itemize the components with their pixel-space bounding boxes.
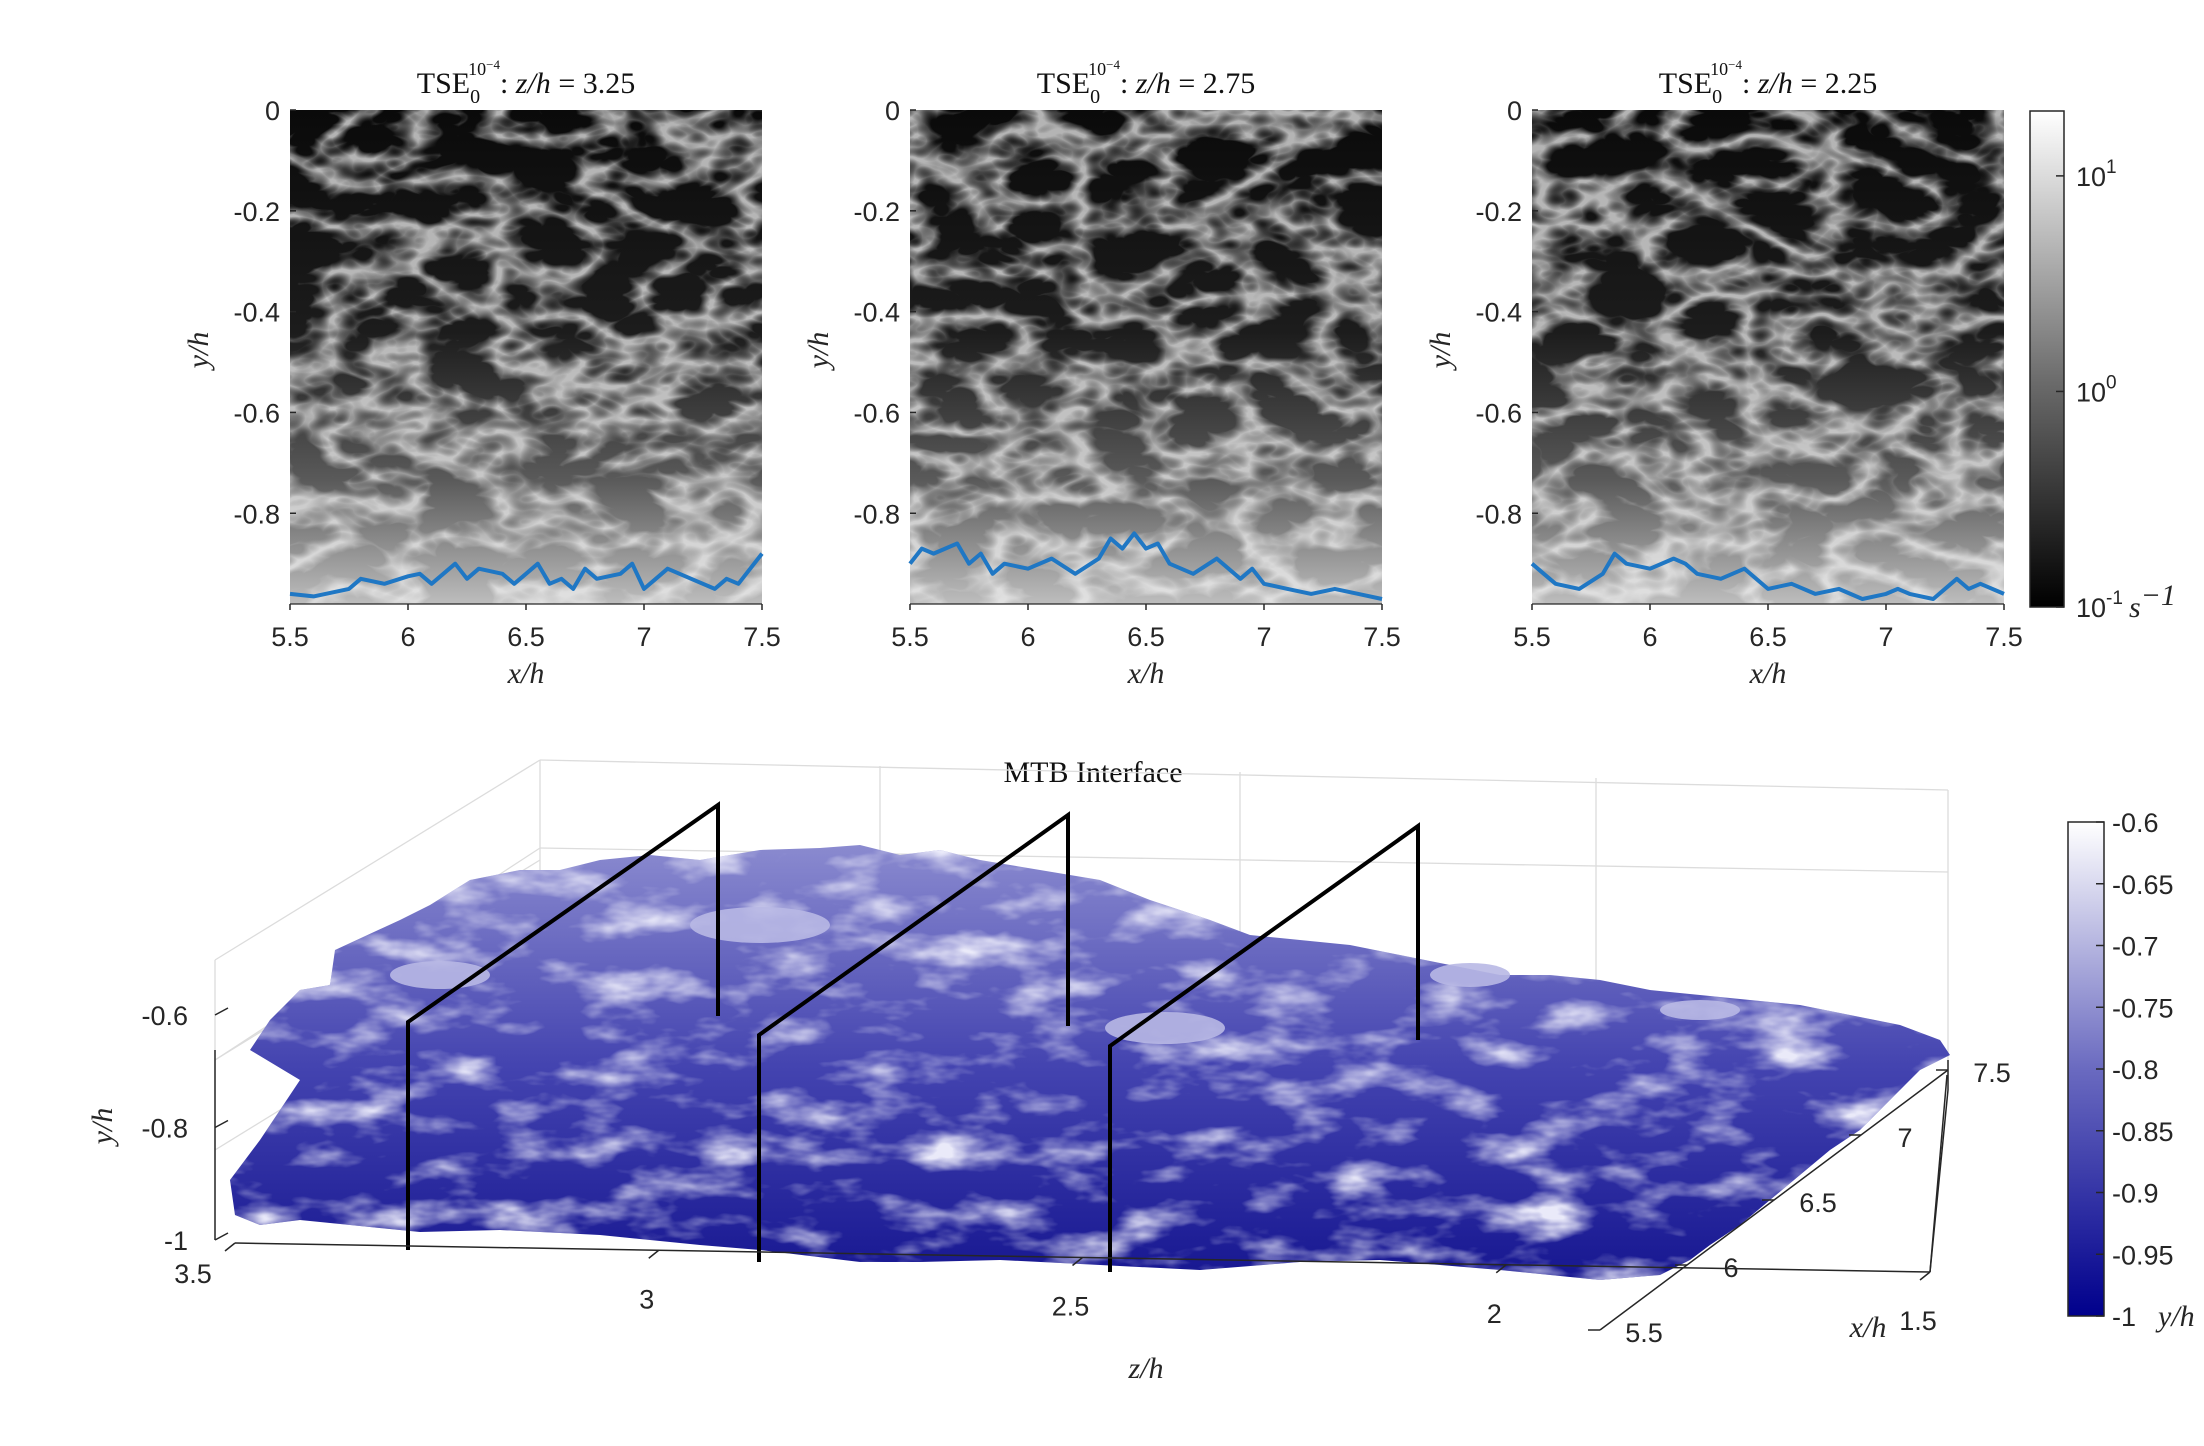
- y-tick-label: -0.8: [1475, 499, 1522, 529]
- y-axis-label: y/h: [802, 332, 835, 372]
- xh-tick-label: 6: [1723, 1253, 1738, 1283]
- colorbar-blue-tick-label: -0.95: [2112, 1240, 2174, 1270]
- zh-tick-label: 3: [639, 1284, 654, 1314]
- tse-field-texture: [1532, 110, 2004, 604]
- x-tick-label: 7.5: [743, 622, 781, 652]
- x-axis-label: x/h: [1749, 657, 1787, 690]
- x-tick-label: 6.5: [1127, 622, 1165, 652]
- zh-tick-label: 2.5: [1052, 1292, 1090, 1322]
- y-tick-label: 0: [885, 96, 900, 126]
- y-tick-label: -0.8: [853, 499, 900, 529]
- x-tick-label: 5.5: [271, 622, 309, 652]
- x-tick-label: 6: [1020, 622, 1035, 652]
- colorbar-blue-tick-label: -1: [2112, 1302, 2136, 1332]
- zh-tick: [224, 1242, 236, 1252]
- xh-tick-label: 6.5: [1799, 1188, 1837, 1218]
- colorbar-blue-tick-label: -0.8: [2112, 1055, 2159, 1085]
- zh-tick: [648, 1249, 660, 1259]
- tse-field-texture: [290, 110, 762, 604]
- y-axis-label: y/h: [1424, 332, 1457, 372]
- x-tick-label: 6.5: [1749, 622, 1787, 652]
- y-tick-label: -0.2: [853, 197, 900, 227]
- zh-tick-label: 1.5: [1899, 1306, 1937, 1336]
- yh-axis-label: y/h: [86, 1108, 119, 1148]
- yh-tick-label: -1: [164, 1226, 188, 1256]
- y-tick-label: 0: [1507, 96, 1522, 126]
- yh-tick: [214, 1232, 229, 1241]
- colorbar-blue: -0.6 -0.65 -0.7 -0.75 -0.8 -0.85 -0.9 -0.95 -1 y/…: [2067, 808, 2195, 1333]
- x-tick-label: 7.5: [1363, 622, 1401, 652]
- colorbar-gray-tick-label: 100: [2076, 372, 2117, 407]
- mtb-surface: [230, 845, 1950, 1280]
- colorbar-gray-tick-label: 10-1 s−1: [2076, 579, 2176, 624]
- x-tick-label: 7.5: [1985, 622, 2023, 652]
- yh-tick: [214, 1119, 229, 1129]
- slice-planes: [406, 801, 1420, 1272]
- y-tick-label: -0.6: [853, 398, 900, 428]
- panel-title: TSE010−4: z/h = 2.25: [1659, 57, 1877, 108]
- xh-axis-label: x/h: [1849, 1311, 1887, 1344]
- x-axis-label: x/h: [1127, 657, 1165, 690]
- slice-plane-zh-3.25: [406, 801, 720, 1250]
- y-tick-label: -0.4: [853, 298, 900, 328]
- y-tick-label: -0.6: [1475, 398, 1522, 428]
- slice-plane-zh-2.75: [757, 811, 1070, 1262]
- x-tick-label: 5.5: [891, 622, 929, 652]
- tse-panel-2: TSE010−4: z/h = 2.75 5.5 6 6.5 7 7.5 0 -0.2 -0.4…: [802, 57, 1401, 690]
- x-tick-label: 6: [400, 622, 415, 652]
- zh-tick: [1495, 1264, 1507, 1274]
- zh-tick: [1072, 1256, 1083, 1267]
- y-tick-label: -0.4: [1475, 298, 1522, 328]
- tse-panel-1: TSE010−4: z/h = 3.25 5.5 6 6.5 7 7.5 0 -0.2 -0.4…: [182, 57, 781, 690]
- interface-line: [908, 531, 1383, 601]
- x-tick-label: 7: [1878, 622, 1893, 652]
- slice-plane-zh-2.25: [1108, 822, 1420, 1272]
- x-tick-label: 6: [1642, 622, 1657, 652]
- x-tick-label: 7: [1256, 622, 1271, 652]
- x-tick-label: 7: [636, 622, 651, 652]
- colorbar-blue-tick-label: -0.6: [2112, 808, 2159, 838]
- colorbar-blue-tick-label: -0.7: [2112, 932, 2159, 962]
- mtb-3d-axes: 3.5 3 2.5 2 1.5 z/h -0.6 -0.8 -1 y/h 5.5 6 6.5 7 7.5 x/…: [86, 759, 2011, 1385]
- zh-tick-label: 3.5: [174, 1259, 212, 1289]
- colorbar-blue-tick-label: -0.9: [2112, 1179, 2159, 1209]
- interface-line: [289, 552, 764, 599]
- yh-tick: [214, 1007, 229, 1016]
- xh-tick-label: 7: [1897, 1123, 1912, 1153]
- tse-field-texture: [910, 110, 1382, 604]
- yh-tick-label: -0.6: [141, 1001, 188, 1031]
- xh-tick-label: 5.5: [1625, 1318, 1663, 1348]
- y-tick-label: -0.4: [233, 298, 280, 328]
- colorbar-blue-label: y/h: [2155, 1300, 2195, 1333]
- colorbar-blue-tick-label: -0.65: [2112, 870, 2174, 900]
- x-axis-label: x/h: [507, 657, 545, 690]
- y-tick-label: -0.8: [233, 499, 280, 529]
- colorbar-blue-tick-label: -0.75: [2112, 993, 2174, 1023]
- y-tick-label: -0.6: [233, 398, 280, 428]
- interface-line: [1530, 551, 2005, 601]
- colorbar-gray-fill: [2029, 110, 2065, 608]
- xh-tick-label: 7.5: [1973, 1058, 2011, 1088]
- panel-title: TSE010−4: z/h = 3.25: [417, 57, 635, 108]
- colorbar-gray-tick-label: 101: [2076, 157, 2117, 192]
- zh-axis-label: z/h: [1127, 1352, 1163, 1385]
- zh-tick-label: 2: [1487, 1299, 1502, 1329]
- y-tick-label: -0.2: [233, 197, 280, 227]
- colorbar-gray: 10-1 s−1 100 101: [2029, 110, 2176, 624]
- y-tick-label: 0: [265, 96, 280, 126]
- tse-panel-3: TSE010−4: z/h = 2.25 5.5 6 6.5 7 7.5 0 -0.2 -0.4…: [1424, 57, 2023, 690]
- y-tick-label: -0.2: [1475, 197, 1522, 227]
- yh-tick-label: -0.8: [141, 1114, 188, 1144]
- panel-title: TSE010−4: z/h = 2.75: [1037, 57, 1255, 108]
- x-tick-label: 5.5: [1513, 622, 1551, 652]
- colorbar-blue-tick-label: -0.85: [2112, 1117, 2174, 1147]
- x-tick-label: 6.5: [507, 622, 545, 652]
- zh-tick: [1919, 1271, 1931, 1281]
- y-axis-label: y/h: [182, 332, 215, 372]
